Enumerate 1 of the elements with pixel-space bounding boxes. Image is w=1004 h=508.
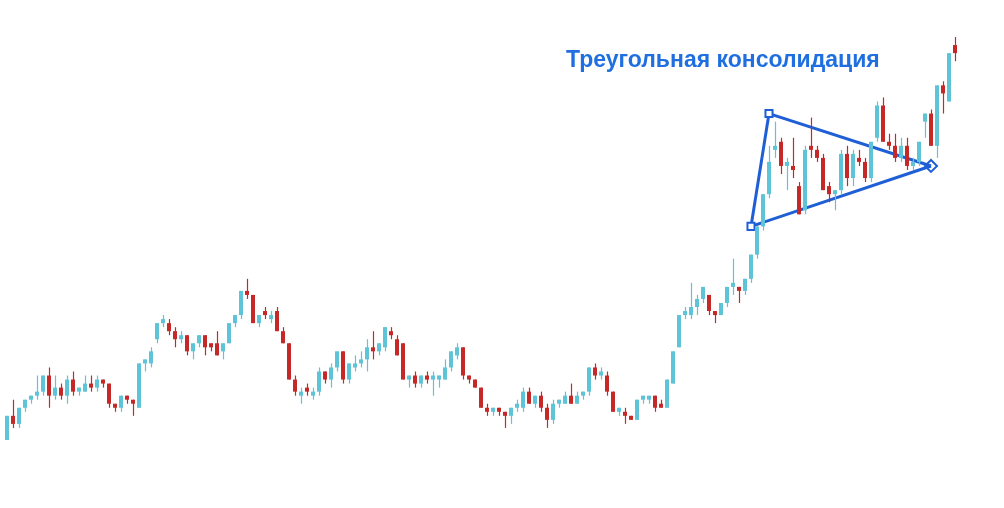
annotation: Треугольная консолидация: [566, 46, 880, 73]
